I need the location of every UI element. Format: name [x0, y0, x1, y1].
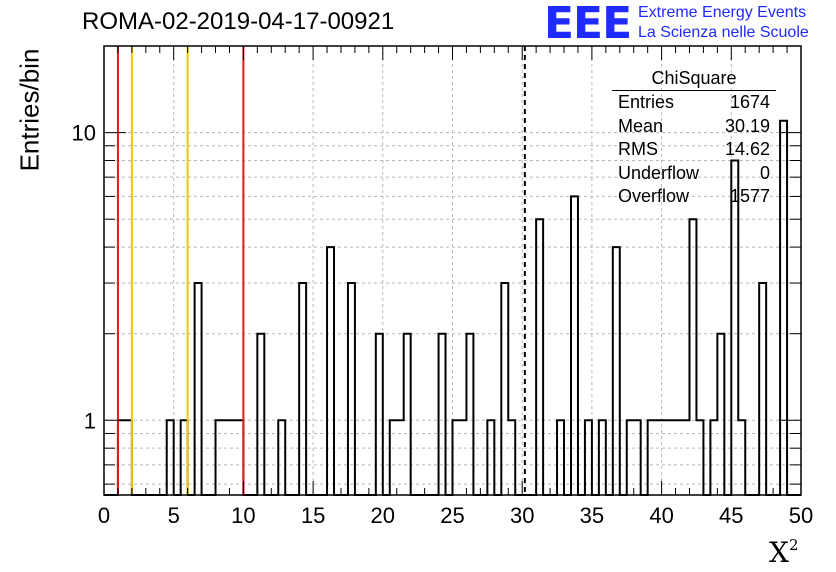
x-tick-label: 40 — [649, 503, 673, 528]
stats-row-mean: Mean 30.19 — [612, 115, 776, 139]
stats-row-overflow: Overflow 1577 — [612, 185, 776, 209]
x-tick-label: 25 — [440, 503, 464, 528]
stats-row-entries: Entries 1674 — [612, 91, 776, 115]
stat-value: 0 — [759, 162, 770, 183]
histogram-outline — [104, 119, 801, 496]
logo-text-line2: La Scienza nelle Scuole — [638, 24, 809, 41]
stats-row-underflow: Underflow 0 — [612, 162, 776, 186]
stat-value: 1674 — [729, 92, 770, 112]
x-axis-label-symbol: X — [769, 536, 789, 569]
x-tick-label: 50 — [789, 503, 813, 528]
x-tick-label: 30 — [510, 503, 534, 528]
y-axis-label: Entries/bin — [14, 48, 45, 172]
stats-title: ChiSquare — [612, 66, 776, 91]
x-axis-label-superscript: 2 — [788, 536, 799, 554]
stats-row-rms: RMS 14.62 — [612, 138, 776, 162]
x-tick-label: 20 — [371, 503, 395, 528]
eee-logo-mark: EEE — [544, 0, 632, 49]
stat-label: RMS — [618, 139, 658, 159]
x-tick-label: 5 — [168, 503, 180, 528]
x-axis-label: X2 — [769, 536, 798, 569]
stat-value: 14.62 — [724, 139, 770, 159]
x-tick-label: 45 — [719, 503, 743, 528]
y-tick-label: 10 — [72, 121, 96, 146]
y-tick-label: 1 — [84, 408, 96, 433]
x-tick-label: 0 — [98, 503, 110, 528]
stat-value: 1577 — [729, 186, 770, 206]
stats-box: ChiSquare Entries 1674 Mean 30.19 RMS 14.62… — [612, 66, 776, 209]
logo-text-line1: Extreme Energy Events — [638, 4, 807, 21]
stat-label: Overflow — [618, 186, 690, 206]
stat-value: 30.19 — [724, 115, 770, 136]
stat-label: Entries — [618, 92, 675, 112]
eee-logo: EEE Extreme Energy Events La Scienza nel… — [544, 0, 834, 49]
x-tick-label: 15 — [301, 503, 325, 528]
stat-label: Mean — [618, 115, 664, 136]
x-tick-label: 10 — [231, 503, 255, 528]
chart-title: ROMA-02-2019-04-17-00921 — [82, 8, 395, 35]
stat-label: Underflow — [618, 162, 700, 183]
x-tick-label: 35 — [580, 503, 604, 528]
